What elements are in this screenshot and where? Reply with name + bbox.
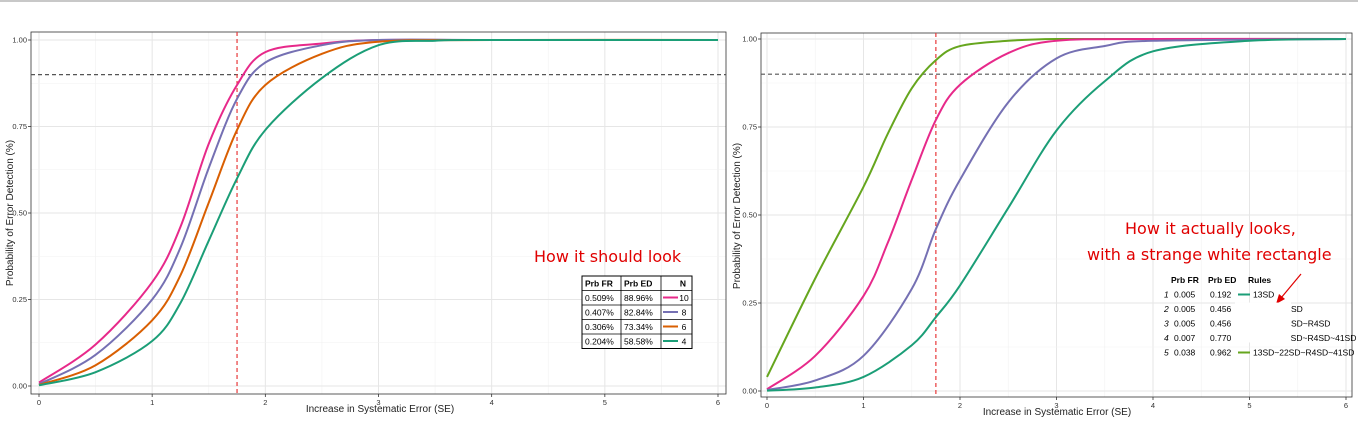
legend-cell: 0.456 <box>1210 304 1232 314</box>
legend-cell: 88.96% <box>624 293 653 303</box>
legend-cell: 0.005 <box>1174 290 1196 300</box>
x-tick-label: 2 <box>263 398 267 407</box>
legend-cell: 0.038 <box>1174 348 1196 358</box>
x-tick-label: 0 <box>37 398 41 407</box>
legend-row-index: 4 <box>1164 333 1169 343</box>
x-tick-label: 6 <box>1344 401 1348 410</box>
series-group <box>766 37 1347 392</box>
annotation-text-line-1: How it actually looks, <box>1125 219 1296 238</box>
x-tick-label: 6 <box>716 398 720 407</box>
chart-left: 0 1 2 3 4 5 6 0.00 0.25 0.50 0.75 1.00 Increase in … <box>5 31 727 415</box>
x-tick-label: 0 <box>765 401 769 410</box>
series-line-2 <box>766 37 1347 391</box>
legend-cell: 0.962 <box>1210 348 1232 358</box>
legend-row-index: 5 <box>1164 348 1169 358</box>
chart-right: 0 1 2 3 4 5 6 0.00 0.25 0.50 0.75 1.00 Increase in … <box>732 32 1356 418</box>
x-axis-label: Increase in Systematic Error (SE) <box>306 404 454 415</box>
y-tick-label: 0.75 <box>12 122 27 131</box>
legend-row-index: 3 <box>1164 319 1169 329</box>
legend-row-index: 1 <box>1164 290 1169 300</box>
legend-header: Prb FR <box>1171 275 1199 285</box>
legend-cell: 10 <box>679 293 689 303</box>
legend-cell: 73.34% <box>624 322 653 332</box>
legend-header: Prb ED <box>624 279 652 289</box>
x-tick-label: 1 <box>861 401 865 410</box>
legend-header: Rules <box>1248 275 1271 285</box>
legend-cell: 0.306% <box>585 322 614 332</box>
y-axis-label: Probability of Error Detection (%) <box>5 140 16 286</box>
y-tick-label: 0.25 <box>12 295 27 304</box>
x-tick-label: 4 <box>1151 401 1155 410</box>
x-tick-label: 1 <box>150 398 154 407</box>
legend-cell: 13SD~22SD~R4SD~41SD <box>1255 333 1356 343</box>
ticks: 0 1 2 3 4 5 6 0.00 0.25 0.50 0.75 1.00 <box>742 35 1348 411</box>
legend-cell: 0.770 <box>1210 333 1232 343</box>
legend-cell: 82.84% <box>624 308 653 318</box>
legend-cell: 0.005 <box>1174 319 1196 329</box>
legend-cell: 58.58% <box>624 337 653 347</box>
x-tick-label: 3 <box>1054 401 1058 410</box>
y-tick-label: 0.75 <box>742 123 757 132</box>
annotation-arrow <box>1276 273 1302 304</box>
y-tick-label: 1.00 <box>742 35 757 44</box>
y-tick-label: 0.50 <box>742 211 757 220</box>
y-tick-label: 0.00 <box>12 382 27 391</box>
x-tick-label: 3 <box>376 398 380 407</box>
annotation-text-line-2: with a strange white rectangle <box>1087 245 1332 264</box>
y-axis-label: Probability of Error Detection (%) <box>732 143 743 289</box>
annotation-text: How it should look <box>534 247 682 266</box>
legend-cell: 0.456 <box>1210 319 1232 329</box>
y-tick-label: 0.25 <box>742 299 757 308</box>
series-line-3 <box>766 38 1347 391</box>
y-tick-label: 0.00 <box>742 387 757 396</box>
y-tick-label: 1.00 <box>12 36 27 45</box>
legend-cell: 13SD~22SD~R4SD~41SD <box>1253 348 1354 358</box>
x-tick-label: 5 <box>603 398 607 407</box>
x-tick-label: 5 <box>1247 401 1251 410</box>
legend-cell: 0.509% <box>585 293 614 303</box>
legend-cell: 13SD <box>1253 290 1274 300</box>
legend-header: Prb ED <box>1208 275 1236 285</box>
legend-table: Prb FR Prb ED Rules 1 0.005 0.192 13SD 2 0.005 0.… <box>1163 275 1356 358</box>
legend-cell: SD <box>1291 304 1303 314</box>
series-line-4 <box>766 38 1347 392</box>
legend-cell: 0.007 <box>1174 333 1196 343</box>
legend-cell: 0.192 <box>1210 290 1232 300</box>
legend-cell: SD~R4SD <box>1291 319 1330 329</box>
legend-cell: 0.005 <box>1174 304 1196 314</box>
legend-cell: 6 <box>682 322 687 332</box>
window-top-divider <box>0 0 1358 2</box>
legend-cell: 8 <box>682 308 687 318</box>
series-line-4 <box>38 38 719 387</box>
white-rectangle-artifact <box>1235 302 1291 343</box>
legend-table: Prb FR Prb ED N 0.509% 88.96% 10 0.407% 82.84% 8… <box>581 275 693 349</box>
y-tick-label: 0.50 <box>12 209 27 218</box>
x-tick-label: 4 <box>490 398 494 407</box>
ticks: 0 1 2 3 4 5 6 0.00 0.25 0.50 0.75 1.00 <box>12 36 720 408</box>
legend-row-index: 2 <box>1163 304 1169 314</box>
series-group <box>38 38 719 387</box>
x-axis-label: Increase in Systematic Error (SE) <box>983 407 1131 418</box>
legend-cell: 4 <box>682 337 687 347</box>
legend-header: N <box>680 279 686 289</box>
x-tick-label: 2 <box>958 401 962 410</box>
legend-header: Prb FR <box>585 279 613 289</box>
legend-cell: 0.204% <box>585 337 614 347</box>
legend-cell: 0.407% <box>585 308 614 318</box>
